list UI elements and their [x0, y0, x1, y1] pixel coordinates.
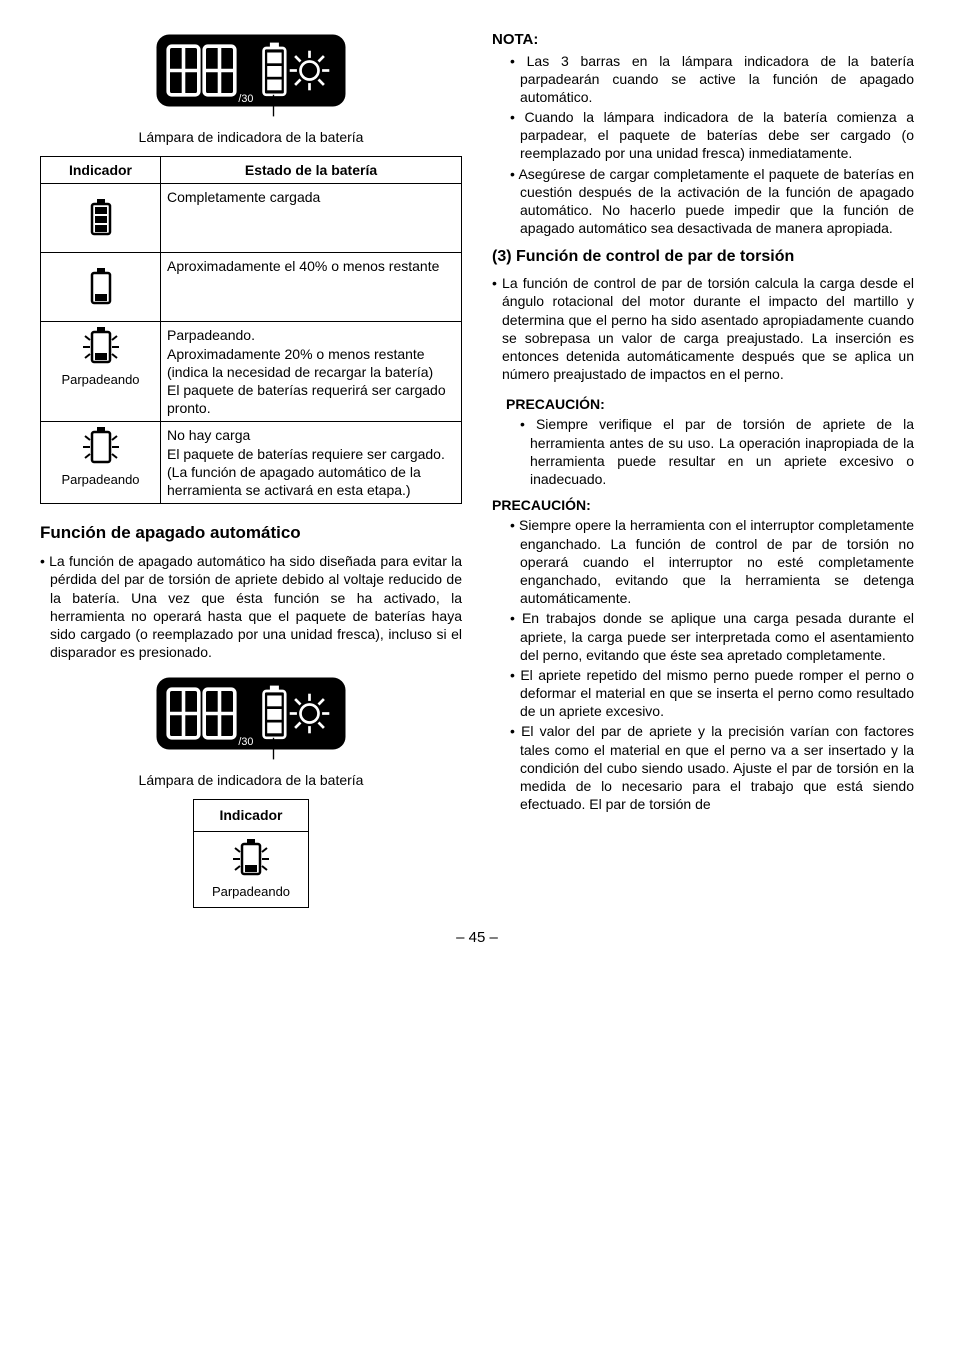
prec-item: El valor del par de apriete y la precisi…: [510, 722, 914, 813]
prec-item: Siempre verifique el par de torsión de a…: [520, 415, 914, 488]
precaution1-heading: PRECAUCIÓN:: [506, 395, 914, 413]
nota-heading: NOTA:: [492, 30, 914, 50]
precaution2-heading: PRECAUCIÓN:: [492, 496, 914, 514]
precaution1-list: Siempre verifique el par de torsión de a…: [492, 415, 914, 488]
auto-off-heading: Función de apagado automático: [40, 522, 462, 544]
row3-label: Parpadeando: [61, 472, 139, 489]
lamp-panel-graphic-2: /30: [141, 673, 361, 763]
row2-label: Parpadeando: [61, 372, 139, 389]
battery-empty-flash-icon: [81, 426, 121, 468]
prec-item: El apriete repetido del mismo perno pued…: [510, 666, 914, 721]
nota-list: Las 3 barras en la lámpara indicadora de…: [492, 52, 914, 238]
precaution2-list: Siempre opere la herramienta con el inte…: [492, 516, 914, 813]
small-td: Parpadeando: [193, 831, 308, 907]
row0-text: Completamente cargada: [161, 184, 462, 253]
nota-item: Cuando la lámpara indicadora de la bater…: [510, 108, 914, 163]
row3-text: No hay carga El paquete de baterías requ…: [161, 422, 462, 504]
battery-full-icon: [83, 198, 119, 238]
torque-para: La función de control de par de torsión …: [492, 274, 914, 383]
row2-icon: Parpadeando: [41, 322, 161, 422]
nota-item: Asegúrese de cargar completamente el paq…: [510, 165, 914, 238]
row0-icon: [41, 184, 161, 253]
battery-low-flash-icon-2: [231, 838, 271, 880]
th-indicador: Indicador: [41, 157, 161, 184]
left-column: /30: [40, 30, 462, 908]
battery-half-icon: [83, 267, 119, 307]
row3-icon: Parpadeando: [41, 422, 161, 504]
indicator-table: Indicador Estado de la batería Completam…: [40, 156, 462, 504]
lamp-panel-graphic: /30: [141, 30, 361, 120]
panel-caption-2: Lámpara de indicadora de la batería: [40, 771, 462, 789]
small-th: Indicador: [193, 800, 308, 831]
svg-text:/30: /30: [238, 93, 253, 105]
row1-icon: [41, 253, 161, 322]
auto-off-para: La función de apagado automático ha sido…: [40, 552, 462, 661]
panel-caption: Lámpara de indicadora de la batería: [40, 128, 462, 146]
right-column: NOTA: Las 3 barras en la lámpara indicad…: [492, 30, 914, 908]
prec-item: Siempre opere la herramienta con el inte…: [510, 516, 914, 607]
small-label: Parpadeando: [212, 884, 290, 901]
th-estado: Estado de la batería: [161, 157, 462, 184]
svg-text:/30: /30: [238, 736, 253, 748]
torque-heading: (3) Función de control de par de torsión: [492, 247, 914, 268]
page-number: – 45 –: [40, 928, 914, 948]
battery-low-flash-icon: [81, 326, 121, 368]
row2-text: Parpadeando. Aproximadamente 20% o menos…: [161, 322, 462, 422]
nota-item: Las 3 barras en la lámpara indicadora de…: [510, 52, 914, 107]
small-indicator-table: Indicador Parpadeando: [193, 799, 309, 907]
row1-text: Aproximadamente el 40% o menos restante: [161, 253, 462, 322]
prec-item: En trabajos donde se aplique una carga p…: [510, 609, 914, 664]
